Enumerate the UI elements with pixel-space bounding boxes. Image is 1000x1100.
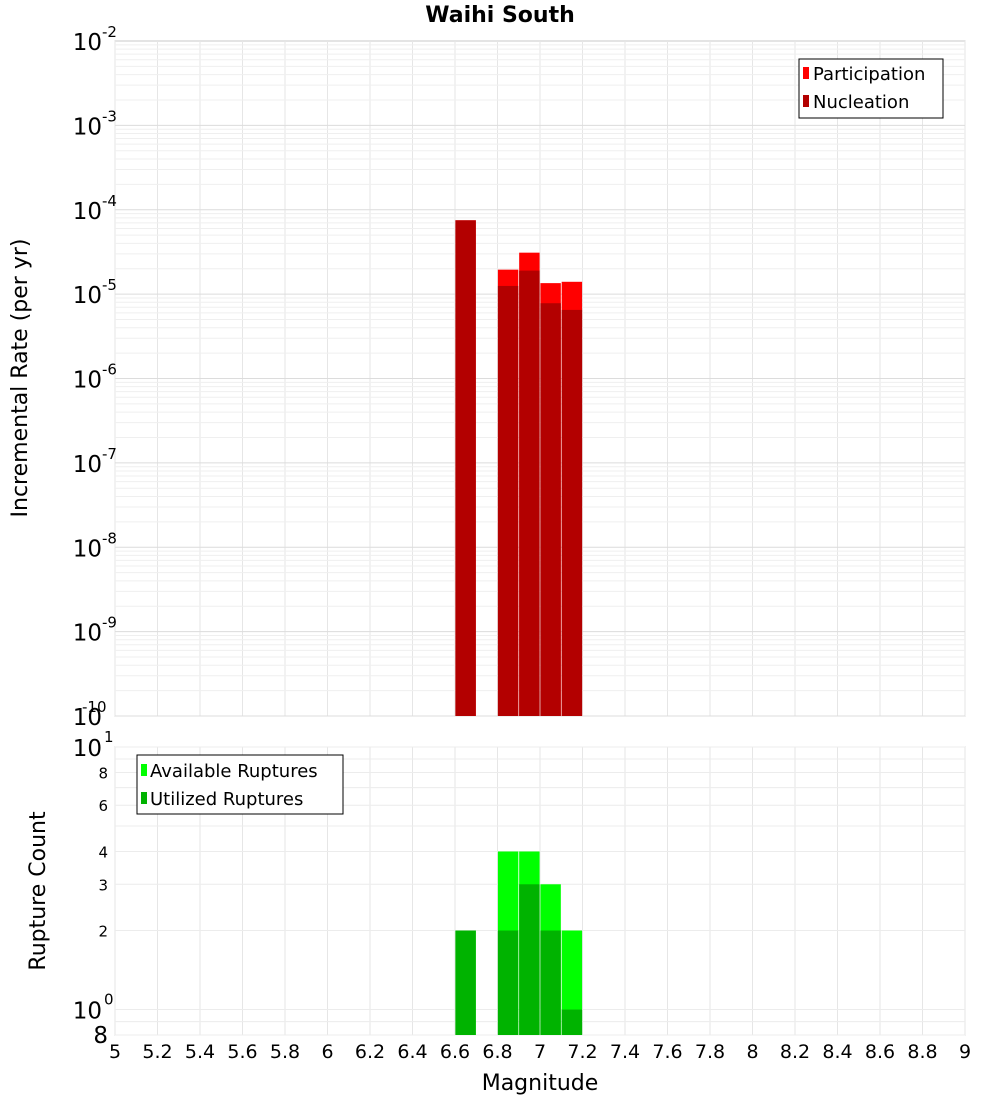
bar-nucleation-3	[540, 303, 561, 716]
top-y-axis-label: Incremental Rate (per yr)	[8, 239, 33, 518]
x-tick-label: 8.6	[865, 1041, 895, 1063]
top-y-tick-exponent: -8	[102, 529, 117, 547]
bottom-y-tick-label: 3	[98, 876, 108, 894]
top-y-tick-label: 10	[73, 452, 102, 478]
top-y-tick-label: 10	[73, 114, 102, 140]
x-tick-label: 7.8	[695, 1041, 725, 1063]
x-axis-label: Magnitude	[482, 1071, 599, 1096]
top-y-tick-exponent: -4	[102, 192, 117, 210]
top-y-tick-label: 10	[73, 199, 102, 225]
x-tick-label: 6.4	[397, 1041, 427, 1063]
x-tick-label: 6	[321, 1041, 333, 1063]
x-tick-label: 8.2	[780, 1041, 810, 1063]
legend-swatch-participation	[803, 67, 809, 79]
top-y-tick-exponent: -5	[102, 276, 117, 294]
bottom-bars	[455, 851, 583, 1035]
chart-title: Waihi South	[425, 3, 575, 28]
x-tick-label: 5.2	[142, 1041, 172, 1063]
x-tick-label: 5.4	[185, 1041, 215, 1063]
legend-swatch-utilized	[141, 792, 147, 804]
top-gridlines	[114, 41, 966, 717]
x-tick-label: 7.6	[652, 1041, 682, 1063]
x-tick-label: 8.4	[822, 1041, 852, 1063]
x-tick-label: 9	[959, 1041, 971, 1063]
legend-label-available: Available Ruptures	[150, 761, 318, 782]
legend-swatch-available	[141, 764, 147, 776]
bottom-y-decade-label: 10	[73, 736, 102, 762]
x-tick-label: 5	[109, 1041, 121, 1063]
x-tick-label: 5.6	[227, 1041, 257, 1063]
x-tick-label: 7.2	[567, 1041, 597, 1063]
bar-utilized-ruptures-3	[540, 930, 561, 1035]
top-y-tick-label: 10	[73, 368, 102, 394]
x-tick-label: 8.8	[907, 1041, 937, 1063]
x-tick-label: 6.6	[440, 1041, 470, 1063]
bottom-y-tick-label: 4	[98, 843, 108, 861]
legend-label-participation: Participation	[813, 64, 925, 85]
top-y-tick-exponent: -9	[102, 614, 117, 632]
top-y-tick-label: 10	[73, 621, 102, 647]
top-y-tick-exponent: -6	[102, 361, 117, 379]
bottom-y-tick-label: 6	[98, 797, 108, 815]
x-tick-label: 5.8	[270, 1041, 300, 1063]
bottom-y-decade-label: 10	[73, 999, 102, 1025]
bar-utilized-ruptures-0	[455, 930, 476, 1035]
top-y-tick-label: 10	[73, 30, 102, 56]
x-tick-label: 7.4	[610, 1041, 640, 1063]
bottom-legend-box	[136, 754, 344, 815]
top-y-tick-label: 10	[73, 536, 102, 562]
top-y-tick-exponent: -7	[102, 445, 117, 463]
bar-utilized-ruptures-4	[561, 1009, 583, 1035]
bar-nucleation-0	[455, 220, 476, 717]
bottom-gridlines	[114, 746, 966, 1036]
x-tick-label: 7	[534, 1041, 546, 1063]
bar-nucleation-1	[497, 285, 519, 716]
bar-utilized-ruptures-1	[497, 930, 519, 1035]
x-tick-label: 8	[746, 1041, 758, 1063]
top-y-tick-exponent: -2	[102, 23, 117, 41]
x-tick-label: 6.2	[355, 1041, 385, 1063]
bottom-legend: Available Ruptures Utilized Ruptures	[136, 754, 344, 815]
bottom-y-axis-label: Rupture Count	[26, 811, 51, 971]
top-y-tick-label: 10	[73, 283, 102, 309]
legend-swatch-nucleation	[803, 95, 809, 107]
bar-nucleation-4	[561, 309, 583, 716]
bottom-y-tick-label: 2	[98, 923, 108, 941]
x-tick-label: 6.8	[482, 1041, 512, 1063]
legend-label-nucleation: Nucleation	[813, 92, 909, 113]
bar-nucleation-2	[519, 270, 540, 716]
bottom-y-tick-label: 8	[93, 1023, 108, 1049]
bar-available-ruptures-4	[561, 930, 583, 1035]
bar-utilized-ruptures-2	[519, 884, 540, 1035]
bottom-y-decade-exponent: 1	[104, 728, 114, 746]
legend-label-utilized: Utilized Ruptures	[150, 789, 303, 810]
top-bars	[455, 220, 583, 717]
x-tick-labels: 5 5.2 5.4 5.6 5.8 6 6.2 6.4 6.6 6.8 7 7.2 7.4 7.6 7.8 8…	[109, 1041, 971, 1063]
bottom-y-tick-label: 8	[98, 764, 108, 782]
top-y-tick-exponent: -10	[82, 698, 107, 716]
bottom-y-decade-exponent: 0	[104, 991, 114, 1009]
top-legend: Participation Nucleation	[798, 58, 944, 119]
top-legend-box	[798, 58, 944, 119]
top-y-tick-exponent: -3	[102, 107, 117, 125]
top-y-tick-label: 10	[73, 705, 102, 731]
